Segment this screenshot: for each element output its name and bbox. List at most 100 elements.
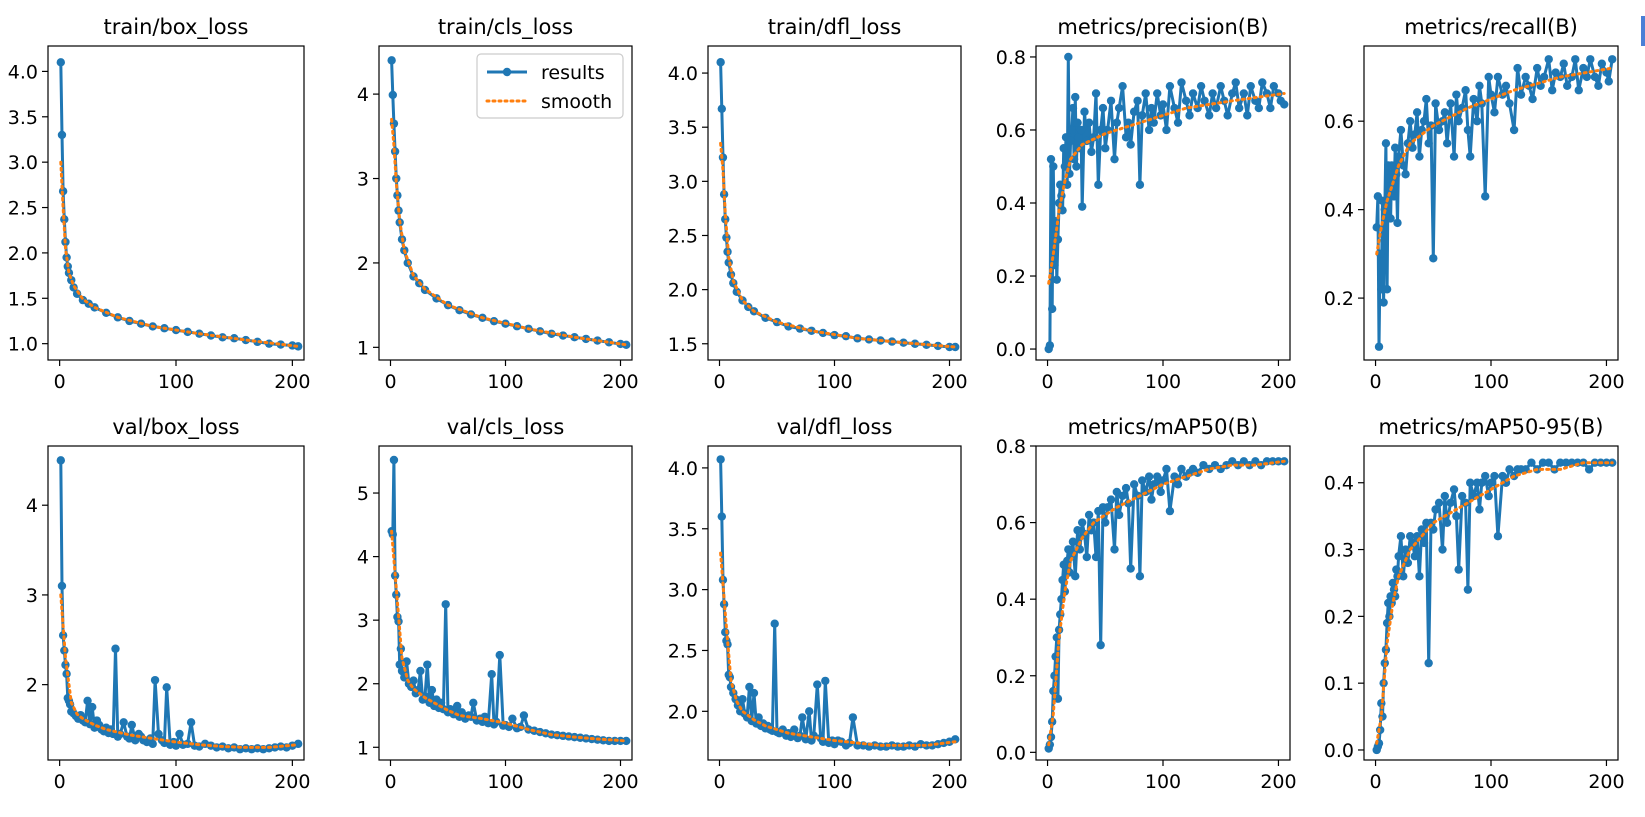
chart-title: train/cls_loss: [438, 15, 573, 40]
results-point: [1538, 458, 1548, 467]
results-point: [1505, 465, 1514, 474]
results-point: [387, 56, 396, 65]
y-tick-label: 0.2: [1324, 288, 1354, 310]
results-point: [1118, 81, 1127, 91]
results-point: [1424, 658, 1433, 668]
results-point: [1269, 81, 1279, 91]
smooth-series-line: [1375, 461, 1614, 745]
results-point: [519, 711, 529, 720]
results-point: [1463, 125, 1473, 135]
x-tick-label: 100: [158, 771, 194, 793]
results-point: [1532, 63, 1542, 73]
results-point: [441, 600, 450, 609]
smooth-series-line: [719, 141, 957, 349]
results-point: [1138, 111, 1147, 120]
results-point: [276, 340, 285, 349]
results-point: [409, 676, 418, 685]
y-tick-label: 4: [26, 495, 38, 517]
results-point: [1399, 161, 1408, 170]
results-point: [1452, 90, 1461, 99]
results-point: [1419, 538, 1429, 548]
results-point: [1559, 59, 1568, 68]
results-point: [1216, 81, 1225, 91]
results-point: [1472, 116, 1482, 126]
results-point: [716, 455, 725, 464]
results-point: [1058, 575, 1067, 585]
results-point: [396, 644, 406, 653]
results-point: [1405, 116, 1415, 126]
results-point: [1401, 170, 1410, 179]
results-point: [1604, 77, 1613, 86]
x-tick-label: 100: [816, 371, 852, 393]
y-tick-label: 0.4: [996, 589, 1026, 611]
legend-label: smooth: [541, 91, 612, 113]
y-tick-label: 0.6: [1324, 111, 1354, 133]
legend: results smooth: [476, 53, 624, 119]
y-tick-label: 4.0: [668, 458, 698, 480]
results-point: [1440, 491, 1450, 501]
results-point: [848, 713, 858, 722]
results-point: [1185, 111, 1194, 120]
chart-title: metrics/precision(B): [1057, 15, 1268, 39]
plot-area: [387, 56, 631, 350]
results-series-line: [1047, 459, 1285, 749]
x-tick-label: 0: [713, 371, 725, 393]
results-point: [1463, 585, 1473, 594]
results-point: [1390, 143, 1400, 152]
results-point: [1505, 99, 1514, 108]
results-point: [1231, 78, 1240, 87]
x-tick-label: 100: [1145, 771, 1181, 793]
results-point: [1544, 55, 1553, 64]
results-point: [798, 713, 807, 722]
results-point: [1521, 72, 1530, 82]
results-point: [1597, 59, 1607, 68]
y-tick-label: 1.0: [8, 334, 38, 356]
results-point: [1438, 545, 1447, 554]
results-point: [469, 698, 478, 707]
results-point: [1149, 118, 1158, 127]
results-point: [1068, 103, 1078, 113]
x-tick-label: 200: [602, 771, 638, 793]
results-point: [56, 58, 65, 67]
results-point: [1477, 478, 1486, 487]
results-point: [1082, 552, 1092, 562]
x-tick-label: 200: [274, 371, 310, 393]
results-point: [1431, 505, 1440, 514]
x-tick-label: 0: [54, 771, 66, 793]
chart-panel: train/box_loss 0 100 200 1.0 1.5 2.0 2.5 3.0 3.5 4…: [8, 15, 311, 393]
results-point: [1096, 125, 1105, 135]
results-point: [1058, 206, 1067, 215]
y-tick-label: 2.5: [668, 225, 698, 247]
results-point: [1422, 94, 1431, 104]
results-point: [1084, 510, 1094, 520]
results-point: [1381, 139, 1391, 148]
plot-area: [1372, 458, 1617, 755]
results-point: [1254, 103, 1264, 113]
y-tick-label: 2.5: [668, 640, 698, 662]
y-tick-label: 3: [357, 169, 369, 191]
smooth-series-line: [390, 117, 628, 347]
results-point: [754, 713, 763, 722]
results-point: [790, 725, 799, 734]
results-point: [1594, 81, 1603, 91]
chart-panel: metrics/recall(B) 0 100 200 0.2 0.4 0.6: [1324, 15, 1625, 393]
results-point: [1584, 465, 1594, 474]
x-tick-label: 200: [1260, 371, 1296, 393]
results-point: [1106, 495, 1116, 504]
results-point: [1049, 162, 1058, 171]
results-point: [1066, 136, 1075, 146]
results-point: [1188, 89, 1198, 98]
y-tick-label: 1: [357, 737, 369, 759]
results-point: [1389, 192, 1399, 201]
x-tick-label: 0: [1369, 371, 1381, 393]
y-tick-label: 5: [357, 483, 369, 505]
results-point: [57, 130, 67, 140]
y-tick-label: 2.0: [668, 701, 698, 723]
results-point: [1071, 571, 1080, 581]
results-point: [1173, 480, 1183, 489]
chart-panel: val/box_loss 0 100 200 2 3 4: [26, 415, 311, 793]
y-tick-label: 2: [26, 675, 38, 697]
results-point: [416, 666, 425, 676]
results-point: [293, 739, 303, 749]
x-tick-label: 200: [1260, 771, 1296, 793]
